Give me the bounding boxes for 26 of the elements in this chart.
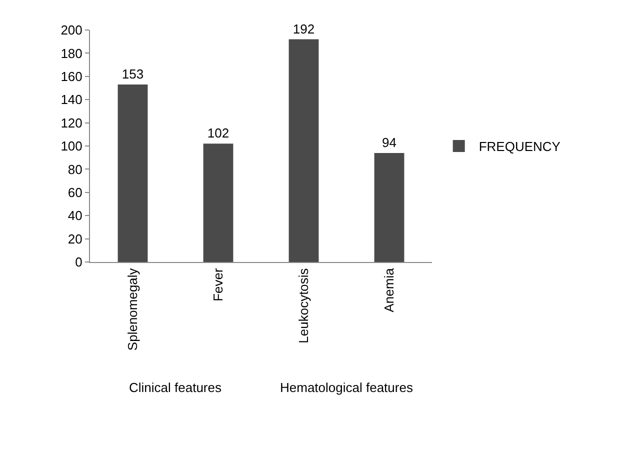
legend-label: FREQUENCY [478, 139, 561, 154]
bar [374, 152, 404, 262]
y-tick-label: 20 [68, 231, 82, 246]
y-tick-label: 140 [60, 92, 82, 108]
data-label: 102 [207, 126, 230, 141]
y-tick-label: 80 [68, 162, 82, 177]
data-label: 94 [382, 134, 396, 150]
text: Clinical features [129, 380, 222, 395]
x-tick-label: Anemia [381, 267, 396, 312]
data-label: 153 [122, 66, 144, 82]
x-tick-label: Leukocytosis [296, 268, 311, 344]
y-tick-label: 0 [75, 254, 82, 270]
bar [203, 144, 234, 262]
x-tick-label: Fever [210, 268, 226, 302]
text: Hematological features [280, 380, 414, 395]
y-tick-label: 180 [60, 46, 82, 61]
bar [118, 84, 148, 262]
bar [288, 39, 319, 262]
y-tick-label: 160 [60, 68, 82, 84]
y-tick-label: 100 [60, 138, 82, 154]
y-tick-label: 200 [60, 22, 82, 38]
y-tick-label: 60 [68, 184, 82, 200]
y-tick-label: 120 [60, 115, 82, 130]
data-label: 192 [292, 21, 315, 36]
x-tick-label: Splenomegaly [124, 268, 140, 351]
y-tick-label: 40 [68, 208, 82, 224]
